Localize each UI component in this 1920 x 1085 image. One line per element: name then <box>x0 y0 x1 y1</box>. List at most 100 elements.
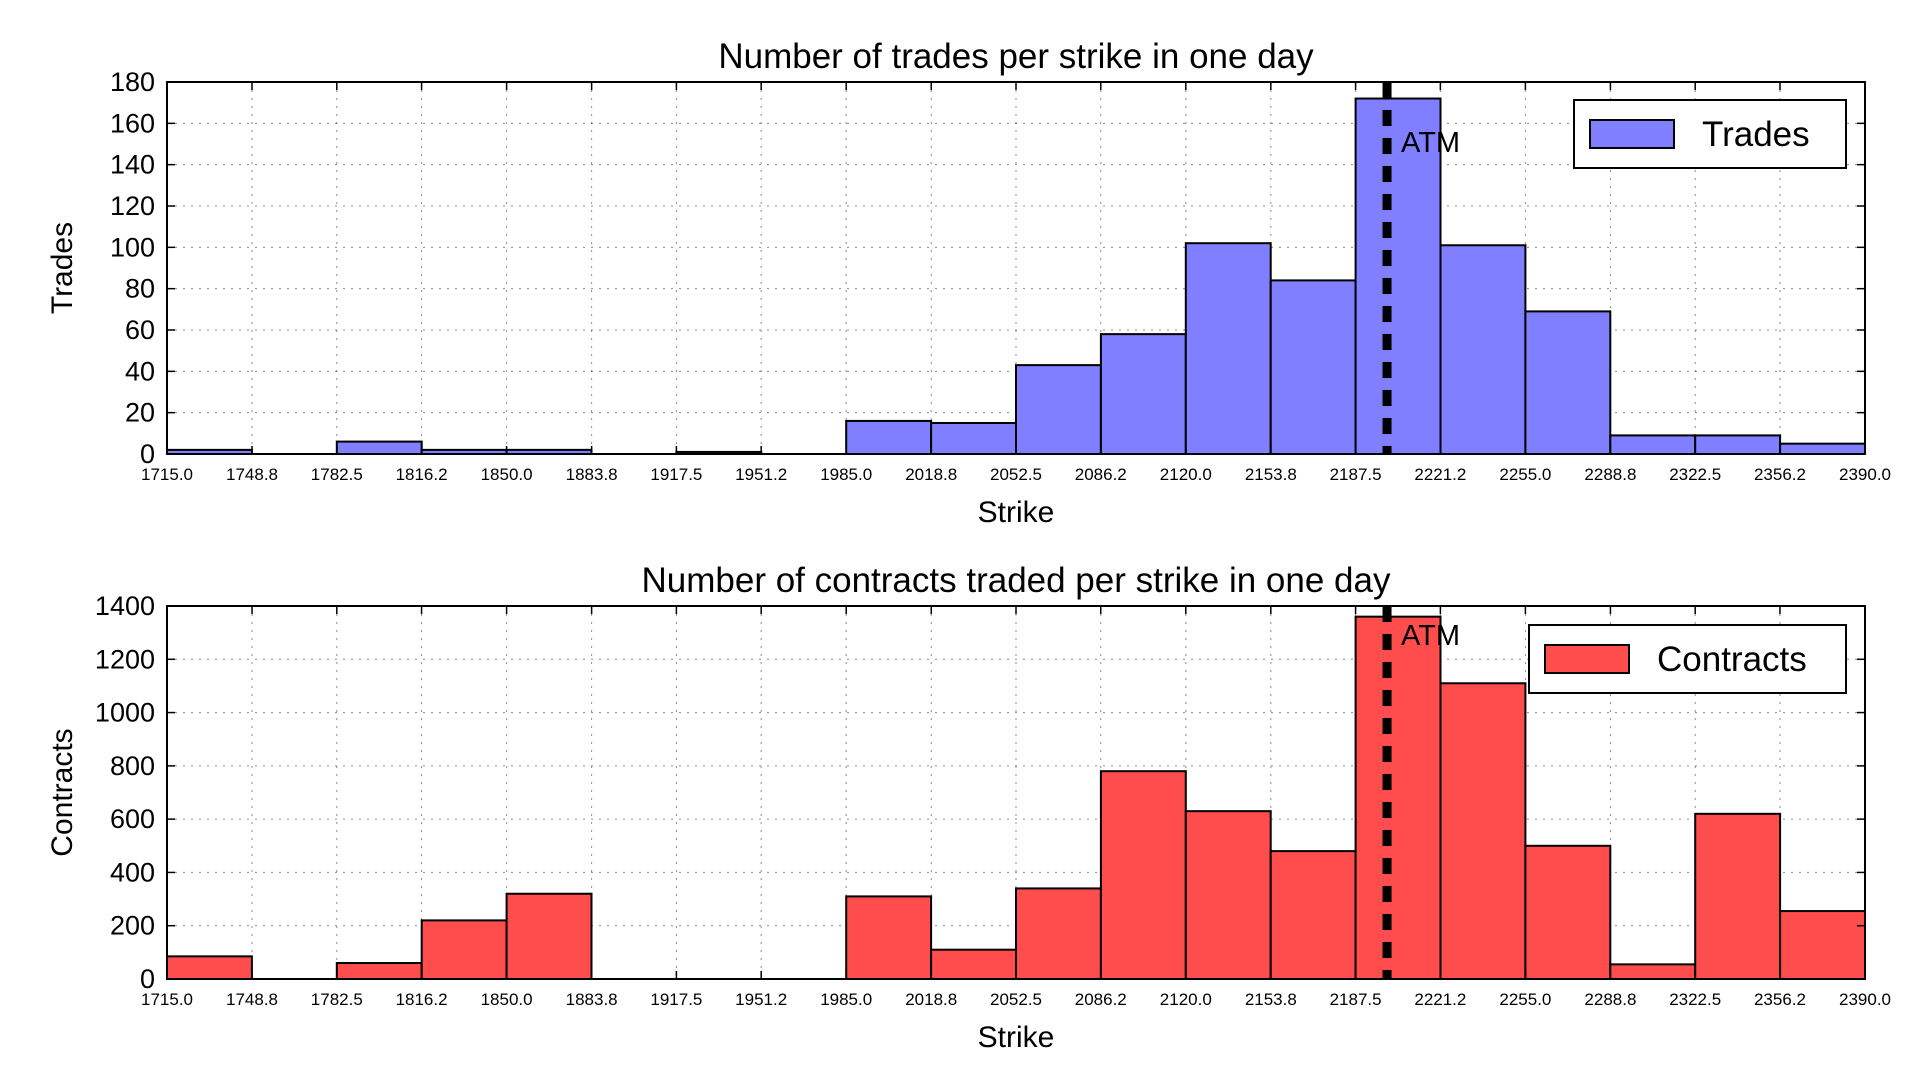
contracts-xtick-label: 2052.5 <box>990 990 1042 1009</box>
trades-xtick-label: 1715.0 <box>141 465 193 484</box>
trades-y-axis-label: Trades <box>46 222 79 314</box>
contracts-xtick-label: 1715.0 <box>141 990 193 1009</box>
trades-xtick-label: 1850.0 <box>481 465 533 484</box>
contracts-xtick-label: 1850.0 <box>481 990 533 1009</box>
contracts-atm-label: ATM <box>1401 620 1460 652</box>
contracts-bar-11 <box>1099 770 1187 981</box>
trades-ytick-label: 80 <box>125 274 155 304</box>
contracts-ytick-label: 800 <box>110 751 155 781</box>
trades-legend-label: Trades <box>1702 115 1810 154</box>
trades-ytick-label: 120 <box>110 191 155 221</box>
trades-bar-12 <box>1184 242 1272 455</box>
contracts-legend-swatch <box>1544 644 1630 674</box>
contracts-xtick-label: 2288.8 <box>1584 990 1636 1009</box>
contracts-xtick-label: 2086.2 <box>1075 990 1127 1009</box>
trades-bar-17 <box>1609 434 1697 455</box>
trades-xtick-label: 2120.0 <box>1160 465 1212 484</box>
contracts-xtick-label: 1917.5 <box>650 990 702 1009</box>
trades-xtick-label: 1951.2 <box>735 465 787 484</box>
contracts-chart: ATM 1715.0 1748.8 1782.5 1816.2 1850.0 1883.8 1… <box>46 561 1891 1054</box>
contracts-ytick-label: 0 <box>140 964 155 994</box>
contracts-ytick-label: 200 <box>110 911 155 941</box>
contracts-xtick-label: 1883.8 <box>566 990 618 1009</box>
contracts-bar-18 <box>1694 812 1782 980</box>
contracts-xtick-label: 1951.2 <box>735 990 787 1009</box>
contracts-x-axis-label: Strike <box>978 1021 1055 1054</box>
contracts-xtick-label: 1816.2 <box>396 990 448 1009</box>
contracts-xtick-label: 2322.5 <box>1669 990 1721 1009</box>
contracts-bar-8 <box>845 895 933 981</box>
trades-x-axis-label: Strike <box>978 496 1055 529</box>
contracts-bar-14 <box>1354 615 1442 981</box>
trades-ytick-label: 100 <box>110 232 155 262</box>
contracts-xtick-label: 2356.2 <box>1754 990 1806 1009</box>
trades-ytick-label: 60 <box>125 315 155 345</box>
trades-ytick-label: 140 <box>110 150 155 180</box>
contracts-xtick-label: 2255.0 <box>1499 990 1551 1009</box>
trades-bar-11 <box>1099 333 1187 455</box>
trades-bar-19 <box>1779 442 1866 455</box>
contracts-y-axis-label: Contracts <box>46 728 79 856</box>
contracts-ytick-label: 1200 <box>95 644 155 674</box>
contracts-xtick-label: 2390.0 <box>1839 990 1891 1009</box>
contracts-xtick-label: 1782.5 <box>311 990 363 1009</box>
contracts-xtick-label: 1985.0 <box>820 990 872 1009</box>
trades-xtick-label: 2052.5 <box>990 465 1042 484</box>
trades-ytick-label: 40 <box>125 356 155 386</box>
contracts-bar-19 <box>1779 910 1866 981</box>
contracts-bar-3 <box>420 919 508 981</box>
trades-xtick-label: 1816.2 <box>396 465 448 484</box>
trades-legend-swatch <box>1589 119 1675 149</box>
contracts-xtick-label: 2120.0 <box>1160 990 1212 1009</box>
trades-xtick-label: 2086.2 <box>1075 465 1127 484</box>
trades-chart: ATM 1715.0 1748.8 1782.5 1816.2 1850.0 1883.8 1… <box>46 37 1891 529</box>
contracts-ytick-label: 600 <box>110 804 155 834</box>
trades-xtick-label: 2356.2 <box>1754 465 1806 484</box>
trades-xtick-label: 2322.5 <box>1669 465 1721 484</box>
contracts-xtick-label: 2018.8 <box>905 990 957 1009</box>
contracts-bar-10 <box>1015 887 1102 981</box>
contracts-bar-4 <box>505 892 593 980</box>
trades-bar-9 <box>930 422 1017 455</box>
contracts-chart-title: Number of contracts traded per strike in… <box>642 561 1391 600</box>
trades-xtick-label: 2288.8 <box>1584 465 1636 484</box>
trades-xtick-label: 2018.8 <box>905 465 957 484</box>
contracts-bar-9 <box>930 948 1017 981</box>
trades-xtick-label: 1985.0 <box>820 465 872 484</box>
trades-ytick-label: 180 <box>110 67 155 97</box>
trades-ytick-label: 160 <box>110 108 155 138</box>
contracts-ytick-label: 1400 <box>95 591 155 621</box>
contracts-ytick-label: 1000 <box>95 698 155 728</box>
trades-xtick-label: 1748.8 <box>226 465 278 484</box>
trades-atm-label: ATM <box>1401 127 1460 159</box>
trades-bar-2 <box>335 440 423 456</box>
trades-bar-8 <box>845 419 933 455</box>
trades-xtick-label: 1883.8 <box>566 465 618 484</box>
trades-bar-10 <box>1015 364 1102 455</box>
contracts-bar-17 <box>1609 963 1697 981</box>
trades-xtick-label: 1917.5 <box>650 465 702 484</box>
trades-xtick-label: 2221.2 <box>1414 465 1466 484</box>
trades-bar-18 <box>1694 434 1782 455</box>
trades-xtick-label: 2255.0 <box>1499 465 1551 484</box>
contracts-legend-label: Contracts <box>1657 640 1807 679</box>
contracts-xtick-label: 2187.5 <box>1330 990 1382 1009</box>
contracts-xtick-label: 2221.2 <box>1414 990 1466 1009</box>
trades-bar-14 <box>1354 97 1442 456</box>
trades-xtick-label: 1782.5 <box>311 465 363 484</box>
trades-bar-13 <box>1269 279 1357 455</box>
contracts-bar-13 <box>1269 850 1357 980</box>
contracts-bar-12 <box>1184 810 1272 981</box>
contracts-bar-0 <box>166 955 253 981</box>
trades-xtick-label: 2187.5 <box>1330 465 1382 484</box>
contracts-bar-16 <box>1524 844 1612 980</box>
contracts-bar-15 <box>1439 682 1527 980</box>
contracts-ytick-label: 400 <box>110 857 155 887</box>
contracts-xtick-label: 1748.8 <box>226 990 278 1009</box>
contracts-xtick-label: 2153.8 <box>1245 990 1297 1009</box>
trades-ytick-label: 20 <box>125 398 155 428</box>
trades-bar-15 <box>1439 244 1527 455</box>
trades-xtick-label: 2390.0 <box>1839 465 1891 484</box>
